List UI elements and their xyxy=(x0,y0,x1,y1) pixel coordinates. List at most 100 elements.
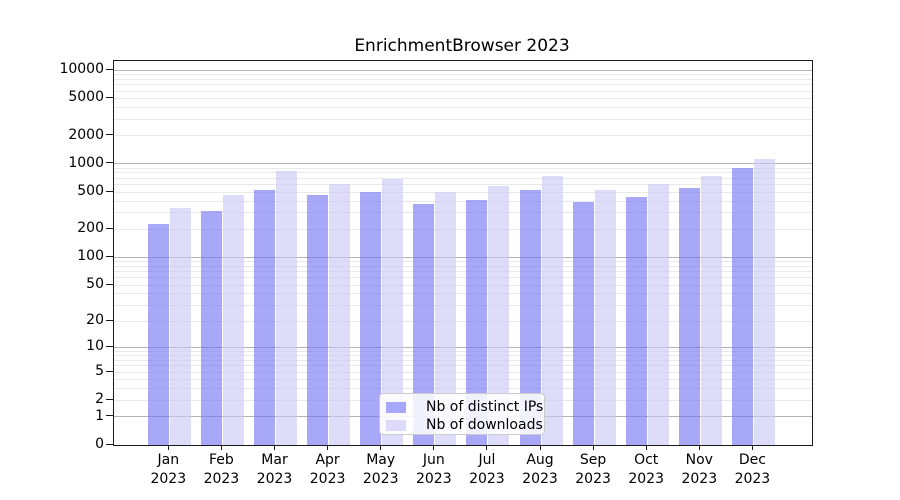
y-tick-mark xyxy=(106,227,113,229)
bar-downloads xyxy=(488,186,510,445)
y-tick-mark xyxy=(106,443,113,445)
minor-gridline xyxy=(114,350,812,352)
minor-gridline xyxy=(114,200,812,202)
minor-gridline xyxy=(114,355,812,357)
x-tick-label: Oct 2023 xyxy=(628,452,664,487)
legend-label-distinct-ips: Nb of distinct IPs xyxy=(426,399,544,415)
x-tick-mark xyxy=(327,445,329,450)
y-tick-label: 1000 xyxy=(68,154,104,171)
minor-gridline xyxy=(114,271,812,272)
minor-gridline xyxy=(114,284,812,286)
y-tick-label: 5000 xyxy=(68,89,104,106)
x-tick-mark xyxy=(167,445,169,450)
minor-gridline xyxy=(114,228,812,230)
y-tick-label: 50 xyxy=(86,276,104,292)
y-tick-label: 5 xyxy=(95,363,104,380)
minor-gridline xyxy=(114,172,812,174)
minor-gridline xyxy=(114,212,812,214)
x-tick-label: Jul 2023 xyxy=(469,452,505,487)
x-tick-mark xyxy=(751,445,753,450)
y-tick-label: 2 xyxy=(95,391,104,408)
y-tick-mark xyxy=(106,370,113,372)
y-tick-mark xyxy=(106,255,113,257)
x-tick-label: May 2023 xyxy=(362,452,399,487)
bar-downloads xyxy=(169,208,191,445)
bar-downloads xyxy=(647,183,669,445)
y-tick-label: 2000 xyxy=(68,126,104,143)
legend: Nb of distinct IPs Nb of downloads xyxy=(379,393,545,435)
minor-gridline xyxy=(114,74,812,75)
minor-gridline xyxy=(114,167,812,169)
legend-item-distinct-ips: Nb of distinct IPs xyxy=(386,398,543,416)
x-tick-label: Sep 2023 xyxy=(575,452,611,487)
minor-gridline xyxy=(114,184,812,186)
bar-distinct-ips xyxy=(572,202,594,445)
minor-gridline xyxy=(114,260,812,262)
y-tick-label: 10 xyxy=(86,338,104,355)
major-gridline xyxy=(114,163,812,165)
minor-gridline xyxy=(114,265,812,267)
x-tick-mark xyxy=(274,445,275,450)
bar-distinct-ips xyxy=(360,192,382,445)
x-tick-label: Mar 2023 xyxy=(256,452,293,487)
bars-layer xyxy=(114,61,812,445)
minor-gridline xyxy=(114,107,812,108)
x-tick-label: Jun 2023 xyxy=(415,452,452,487)
y-tick-mark xyxy=(106,134,113,136)
x-tick-label: Nov 2023 xyxy=(681,452,718,487)
x-tick-mark xyxy=(698,445,700,450)
minor-gridline xyxy=(114,177,812,179)
bar-distinct-ips xyxy=(625,196,647,445)
x-tick-mark xyxy=(380,445,382,450)
bar-distinct-ips xyxy=(200,211,222,445)
y-tick-label: 200 xyxy=(77,220,104,237)
legend-item-downloads: Nb of downloads xyxy=(386,416,543,434)
y-tick-label: 20 xyxy=(86,312,104,329)
bar-downloads xyxy=(382,179,404,445)
bar-downloads xyxy=(753,159,775,445)
minor-gridline xyxy=(114,371,812,373)
x-tick-label: Dec 2023 xyxy=(734,452,771,487)
bar-distinct-ips xyxy=(147,224,169,445)
x-tick-mark xyxy=(645,445,647,450)
minor-gridline xyxy=(114,90,812,92)
y-tick-mark xyxy=(106,283,113,285)
x-tick-label: Aug 2023 xyxy=(522,452,558,487)
y-tick-mark xyxy=(106,162,113,164)
minor-gridline xyxy=(114,365,812,367)
x-tick-mark xyxy=(433,445,435,450)
bar-distinct-ips xyxy=(731,168,753,445)
minor-gridline xyxy=(114,320,812,322)
minor-gridline xyxy=(114,135,812,137)
gridlines-layer xyxy=(114,61,812,445)
bar-downloads xyxy=(700,175,722,445)
minor-gridline xyxy=(114,304,812,306)
y-tick-mark xyxy=(106,415,113,417)
y-tick-mark xyxy=(106,96,113,98)
legend-swatch-downloads-icon xyxy=(386,419,406,431)
minor-gridline xyxy=(114,293,812,295)
bar-distinct-ips xyxy=(678,187,700,445)
x-tick-mark xyxy=(220,445,222,450)
minor-gridline xyxy=(114,379,812,380)
bar-distinct-ips xyxy=(307,195,329,445)
bar-downloads xyxy=(276,170,297,445)
x-tick-mark xyxy=(486,445,488,450)
y-tick-mark xyxy=(106,398,113,400)
x-tick-label: Jan 2023 xyxy=(150,452,187,487)
plot-area xyxy=(113,60,813,446)
y-tick-label: 500 xyxy=(77,183,104,199)
y-tick-mark xyxy=(106,68,113,70)
legend-swatch-distinct-ips-icon xyxy=(386,401,406,413)
minor-gridline xyxy=(114,97,812,99)
legend-label-downloads: Nb of downloads xyxy=(426,417,543,433)
major-gridline xyxy=(114,69,812,71)
y-tick-mark xyxy=(106,190,113,192)
y-tick-label: 10000 xyxy=(59,61,104,78)
y-tick-mark xyxy=(106,319,113,321)
minor-gridline xyxy=(114,388,812,390)
bar-distinct-ips xyxy=(413,204,435,445)
bar-downloads xyxy=(222,194,244,445)
bar-downloads xyxy=(594,190,616,445)
